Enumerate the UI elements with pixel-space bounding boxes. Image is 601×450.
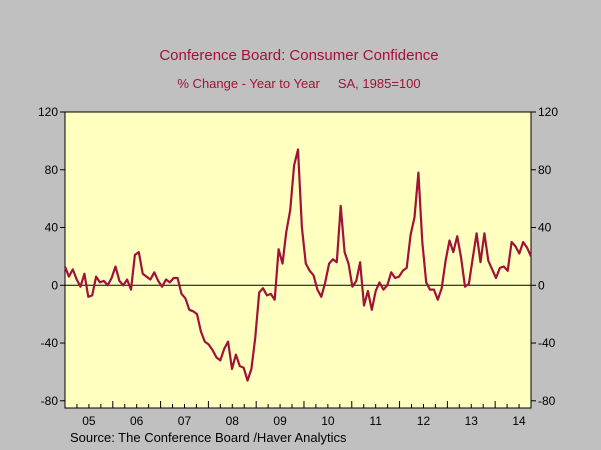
series-line bbox=[63, 148, 533, 382]
x-tick-label: 14 bbox=[512, 414, 526, 428]
chart-subtitle: % Change - Year to Year SA, 1985=100 bbox=[177, 76, 420, 91]
source-note: Source: The Conference Board /Haver Anal… bbox=[70, 430, 347, 445]
y-axis-right: 120 80 40 0 -40 -80 bbox=[531, 105, 558, 408]
y-tick-label-left: 40 bbox=[45, 221, 59, 235]
x-tick-label: 10 bbox=[321, 414, 335, 428]
y-tick-label-right: 120 bbox=[538, 105, 558, 119]
y-tick-label-left: -80 bbox=[41, 394, 59, 408]
x-tick-label: 09 bbox=[273, 414, 287, 428]
y-tick-label-right: 0 bbox=[538, 278, 545, 292]
y-tick-label-right: 40 bbox=[538, 221, 552, 235]
y-tick-label-left: -40 bbox=[41, 336, 59, 350]
y-tick-label-left: 120 bbox=[38, 105, 58, 119]
y-tick-label-right: -40 bbox=[538, 336, 556, 350]
y-tick-label-left: 0 bbox=[51, 278, 58, 292]
y-tick-label-right: -80 bbox=[538, 394, 556, 408]
x-tick-label: 12 bbox=[417, 414, 431, 428]
x-tick-label: 07 bbox=[178, 414, 192, 428]
x-tick-label: 13 bbox=[465, 414, 479, 428]
x-tick-label: 05 bbox=[82, 414, 96, 428]
x-axis: 05 06 07 08 09 10 11 12 13 14 bbox=[64, 401, 532, 428]
x-tick-label: 08 bbox=[226, 414, 240, 428]
x-tick-label: 11 bbox=[369, 414, 382, 428]
x-tick-label: 06 bbox=[130, 414, 144, 428]
y-tick-label-left: 80 bbox=[45, 163, 59, 177]
y-axis-left: 120 80 40 0 -40 -80 bbox=[38, 105, 65, 408]
chart-title: Conference Board: Consumer Confidence bbox=[159, 47, 438, 64]
y-tick-label-right: 80 bbox=[538, 163, 552, 177]
